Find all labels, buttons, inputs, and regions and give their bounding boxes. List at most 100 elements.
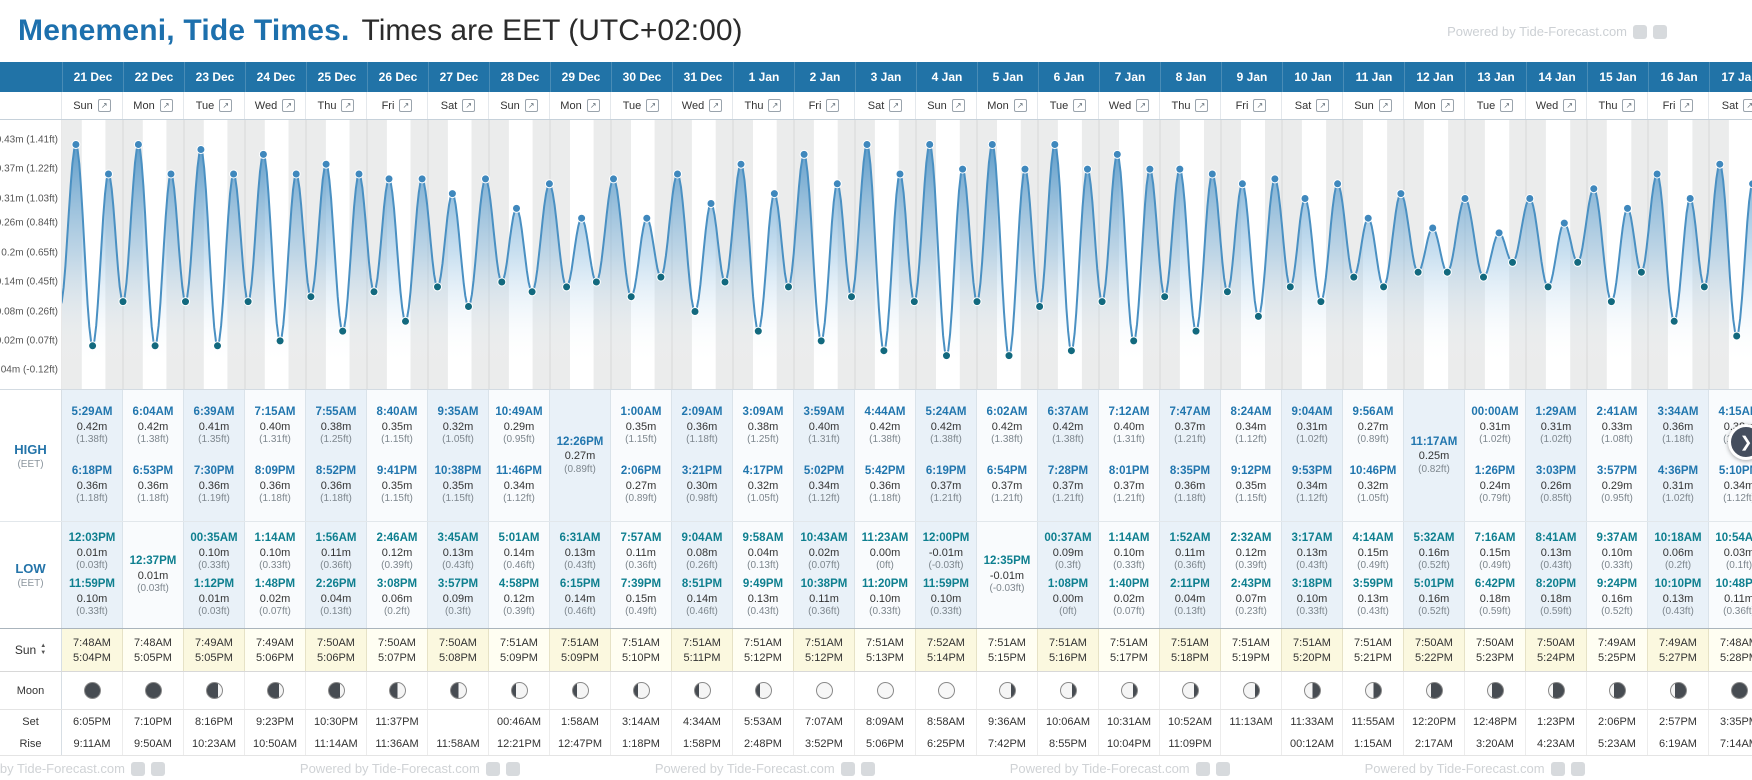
share-icon[interactable] <box>1633 24 1647 39</box>
date-header-cell: 12 Jan <box>1404 62 1465 92</box>
low-tide-height-m: 0.13m <box>747 592 779 605</box>
share-icon[interactable] <box>505 761 520 776</box>
expand-day-icon[interactable]: ↗ <box>1013 99 1027 112</box>
high-tide-height-ft: (1.38ft) <box>869 434 901 446</box>
low-tide-time: 10:18AM <box>1654 532 1702 545</box>
low-tide-height-ft: (0.33ft) <box>198 560 230 571</box>
expand-day-icon[interactable]: ↗ <box>462 99 476 112</box>
high-tide-point <box>1623 203 1632 213</box>
low-tide-entry: 1:52AM 0.11m (0.36ft) <box>1170 531 1211 573</box>
low-tide-cell: 10:43AM 0.02m (0.07ft) 10:38PM 0.11m (0.36ft) <box>794 522 855 628</box>
sun-cell: 7:51AM 5:13PM <box>855 629 916 671</box>
high-tide-time: 6:19PM <box>925 464 967 477</box>
high-tide-height-ft: (1.18ft) <box>137 492 169 504</box>
low-tide-time: 3:18PM <box>1291 578 1333 591</box>
low-tide-height-m: 0.11m <box>1724 592 1752 605</box>
sun-cell: 7:49AM 5:05PM <box>184 629 245 671</box>
low-tide-height-m: 0.14m <box>564 592 596 605</box>
expand-day-icon[interactable]: ↗ <box>1136 99 1150 112</box>
expand-day-icon[interactable]: ↗ <box>951 99 965 112</box>
low-tide-height-m: 0.10m <box>259 546 291 559</box>
share-icon[interactable] <box>1215 761 1230 776</box>
low-tide-cell: 2:32AM 0.12m (0.39ft) 2:43PM 0.07m (0.23ft) <box>1221 522 1282 628</box>
high-tide-entry: 10:38PM 0.35m (1.15ft) <box>435 464 482 506</box>
expand-day-icon[interactable]: ↗ <box>1622 99 1636 112</box>
expand-day-icon[interactable]: ↗ <box>1680 99 1694 112</box>
moon-phase-icon-waning-crescent <box>1547 682 1565 699</box>
low-tide-height-ft: (0ft) <box>1059 606 1077 617</box>
low-tide-cell: 3:45AM 0.13m (0.43ft) 3:57PM 0.09m (0.3ft) <box>428 522 489 628</box>
expand-day-icon[interactable]: ↗ <box>1195 99 1209 112</box>
expand-day-icon[interactable]: ↗ <box>219 99 233 112</box>
share-icon[interactable] <box>1570 761 1585 776</box>
high-tide-point <box>1175 164 1185 174</box>
share-icon[interactable] <box>840 761 855 776</box>
low-tide-height-m: 0.01m <box>198 592 230 605</box>
expand-day-icon[interactable]: ↗ <box>1073 99 1087 112</box>
high-tide-height-m: 0.31m <box>1662 479 1694 492</box>
watermark-footer: Powered by Tide-Forecast.com <box>1365 761 1585 776</box>
high-tide-time: 4:36PM <box>1657 464 1699 477</box>
expand-day-icon[interactable]: ↗ <box>586 99 600 112</box>
share-icon[interactable] <box>1653 24 1667 39</box>
high-tide-time: 1:00AM <box>620 406 662 419</box>
share-icon[interactable] <box>130 761 145 776</box>
low-tide-entry: 7:16AM 0.15m (0.49ft) <box>1475 531 1516 573</box>
high-tide-cell: 7:47AM 0.37m (1.21ft) 8:35PM 0.36m (1.18ft) <box>1160 390 1221 521</box>
moon-phase-icon-first-quarter <box>449 682 467 699</box>
expand-day-icon[interactable]: ↗ <box>709 99 723 112</box>
high-tide-point <box>1112 149 1122 159</box>
scroll-next-button[interactable]: ❯ <box>1728 424 1752 460</box>
share-icon[interactable] <box>1550 761 1565 776</box>
expand-day-icon[interactable]: ↗ <box>768 99 782 112</box>
high-tide-height-ft: (1.18ft) <box>686 434 718 446</box>
high-tide-height-m: 0.35m <box>625 421 657 434</box>
expand-day-icon[interactable]: ↗ <box>159 99 173 112</box>
low-tide-time: 12:03PM <box>68 532 116 545</box>
low-tide-height-m: 0.04m <box>320 592 352 605</box>
expand-day-icon[interactable]: ↗ <box>1743 99 1752 112</box>
high-tide-entry: 8:09PM 0.36m (1.18ft) <box>255 464 295 506</box>
high-tide-point <box>609 174 618 184</box>
expand-day-icon[interactable]: ↗ <box>1378 99 1392 112</box>
low-tide-point <box>275 336 285 346</box>
low-tide-point <box>1129 336 1139 346</box>
sunset-time: 5:05PM <box>195 651 233 664</box>
high-tide-time: 9:35AM <box>437 406 479 419</box>
high-tide-height-m: 0.37m <box>1113 479 1145 492</box>
high-tide-time: 1:29AM <box>1535 406 1577 419</box>
moonrise-cell: 9:50AM <box>123 733 184 755</box>
expand-day-icon[interactable]: ↗ <box>282 99 296 112</box>
share-icon[interactable] <box>1195 761 1210 776</box>
moon-phase-icon-waning-gibbous <box>1120 682 1138 699</box>
expand-day-icon[interactable]: ↗ <box>646 99 660 112</box>
low-tide-entry: 10:54AM0.03m(0.1ft) <box>1715 531 1752 573</box>
expand-day-icon[interactable]: ↗ <box>1563 99 1577 112</box>
moon-phase-cell <box>794 672 855 709</box>
low-tide-point <box>972 297 982 307</box>
expand-day-icon[interactable]: ↗ <box>1253 99 1267 112</box>
expand-day-icon[interactable]: ↗ <box>524 99 538 112</box>
expand-day-icon[interactable]: ↗ <box>399 99 413 112</box>
expand-day-icon[interactable]: ↗ <box>1500 99 1514 112</box>
share-icon[interactable] <box>485 761 500 776</box>
moonset-cell: 8:09AM <box>855 710 916 733</box>
share-icon[interactable] <box>150 761 165 776</box>
high-tide-time: 11:46PM <box>495 464 543 477</box>
low-tide-point <box>1379 282 1389 292</box>
expand-day-icon[interactable]: ↗ <box>1316 99 1330 112</box>
expand-day-icon[interactable]: ↗ <box>1440 99 1454 112</box>
low-tide-height-m: 0.13m <box>1357 592 1389 605</box>
expand-day-icon[interactable]: ↗ <box>889 99 903 112</box>
moonrise-cell: 3:20AM <box>1465 733 1526 755</box>
moon-phase-icon-waxing-crescent <box>266 682 284 699</box>
weekday-label: Mon <box>560 99 582 112</box>
expand-day-icon[interactable]: ↗ <box>341 99 355 112</box>
share-icon[interactable] <box>860 761 875 776</box>
high-tide-point <box>229 169 239 179</box>
sunset-arrow-icon: ▼ <box>40 650 47 656</box>
expand-day-icon[interactable]: ↗ <box>97 99 111 112</box>
weekday-label: Tue <box>195 99 215 112</box>
expand-day-icon[interactable]: ↗ <box>826 99 840 112</box>
sunrise-time: 7:51AM <box>1110 636 1148 649</box>
